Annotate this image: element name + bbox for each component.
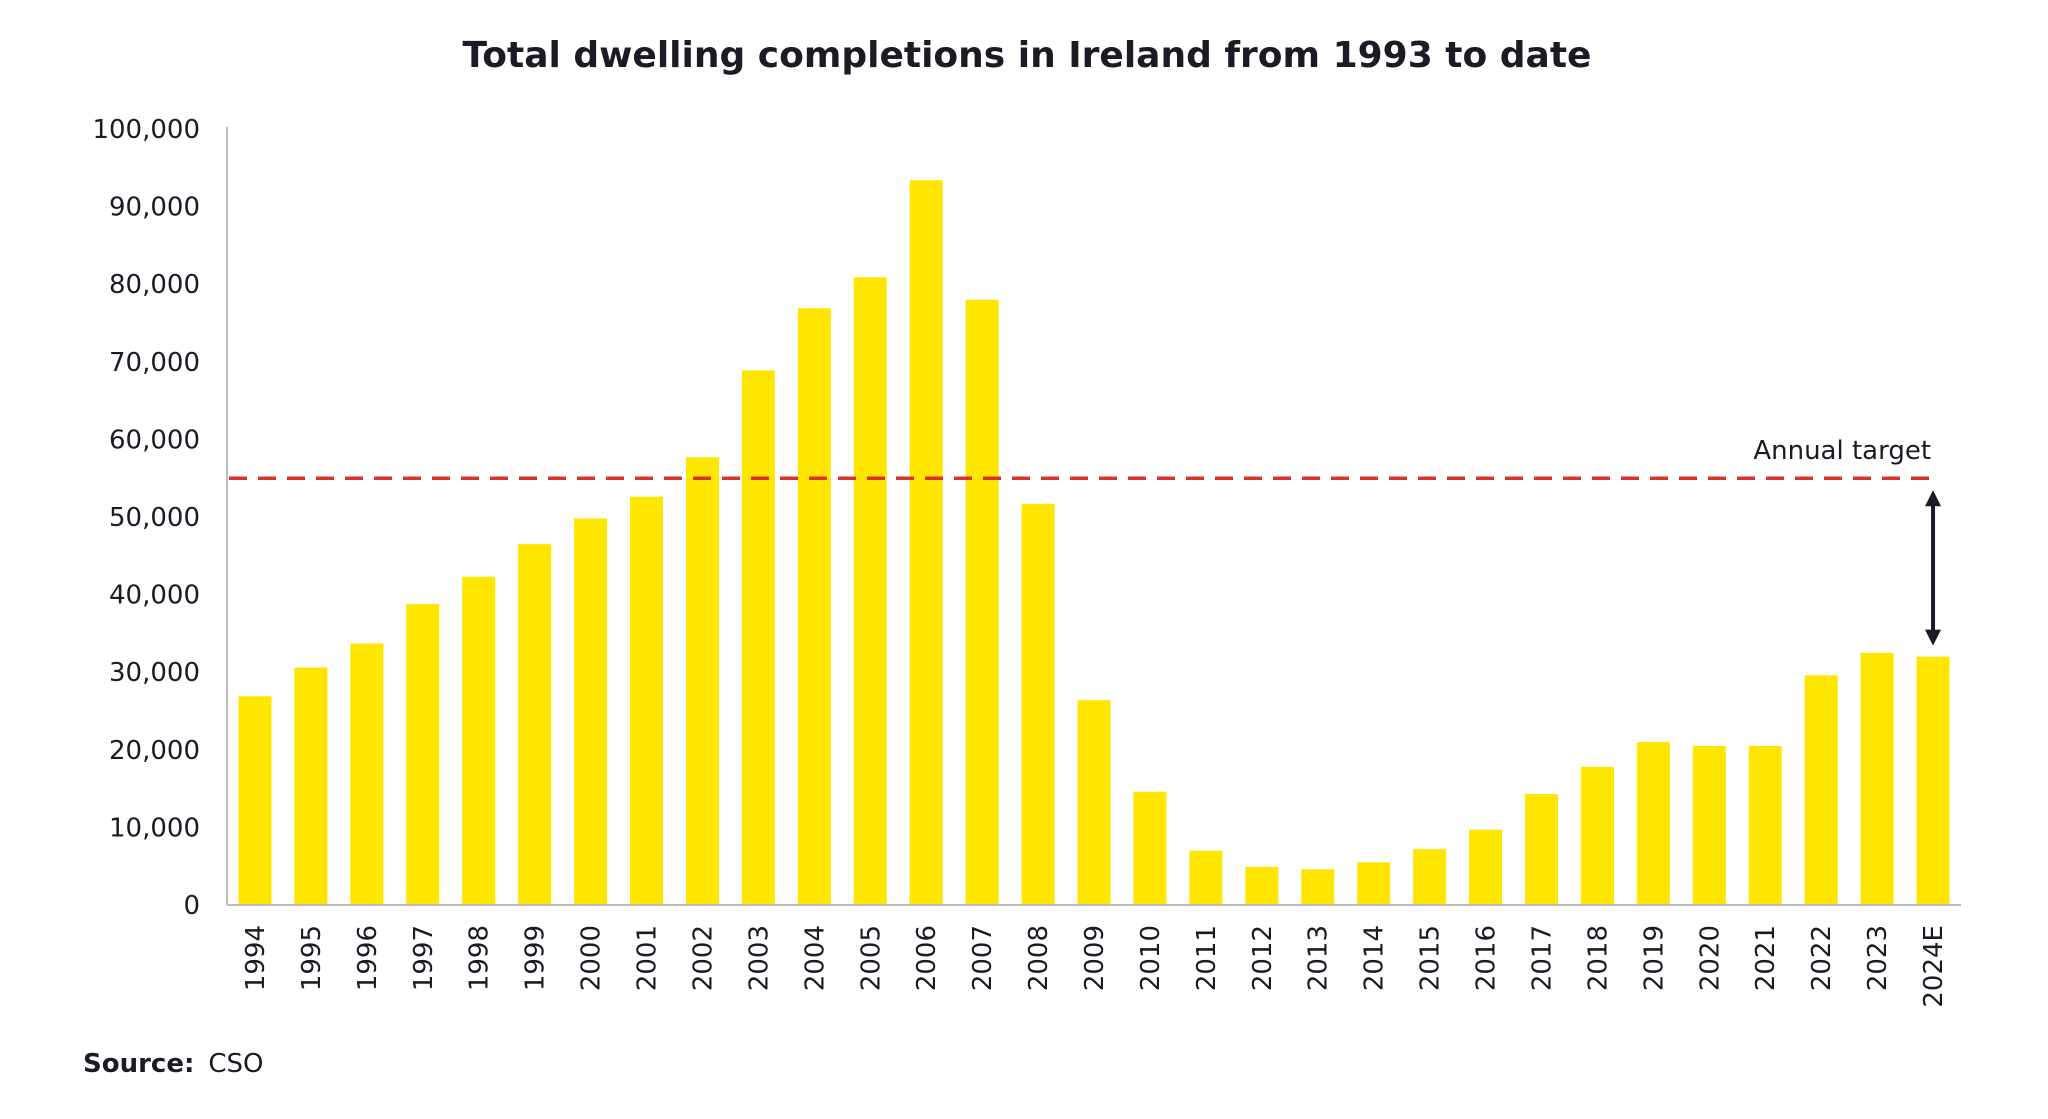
bar-1998 bbox=[462, 576, 496, 905]
bars bbox=[238, 180, 1950, 906]
bar-2021 bbox=[1748, 745, 1782, 905]
arrow-up-head-icon bbox=[1925, 490, 1942, 507]
x-tick-label: 2003 bbox=[744, 925, 774, 991]
bar-2015 bbox=[1413, 849, 1447, 905]
source-label: Source: bbox=[83, 1049, 194, 1079]
bar-2024E bbox=[1916, 656, 1950, 905]
x-tick-label: 1997 bbox=[409, 925, 439, 991]
y-tick-label: 30,000 bbox=[109, 658, 200, 688]
bar-2017 bbox=[1524, 794, 1558, 905]
source-note: Source: CSO bbox=[83, 1049, 264, 1079]
x-tick-label: 2006 bbox=[912, 925, 942, 991]
x-tick-label: 2012 bbox=[1248, 925, 1278, 991]
y-tick-label: 80,000 bbox=[109, 270, 200, 300]
bar-1996 bbox=[350, 643, 384, 905]
bar-2007 bbox=[965, 299, 999, 906]
x-tick-label: 2023 bbox=[1863, 925, 1893, 991]
y-tick-label: 40,000 bbox=[109, 581, 200, 611]
x-tick-label: 2013 bbox=[1304, 925, 1334, 991]
x-tick-label: 2024E bbox=[1919, 925, 1949, 1008]
bar-1997 bbox=[406, 603, 440, 905]
x-tick-label: 2007 bbox=[968, 925, 998, 991]
bar-2001 bbox=[630, 496, 664, 905]
x-tick-label: 1996 bbox=[353, 925, 383, 991]
y-tick-label: 100,000 bbox=[92, 115, 200, 145]
source-value: CSO bbox=[208, 1049, 263, 1079]
bar-2008 bbox=[1021, 503, 1055, 905]
x-tick-label: 2022 bbox=[1807, 925, 1837, 991]
y-tick-label: 60,000 bbox=[109, 425, 200, 455]
bar-2019 bbox=[1636, 742, 1670, 905]
y-axis-tick-labels: 0 10,000 20,000 30,000 40,000 50,000 60,000 70,… bbox=[92, 115, 200, 921]
bar-2018 bbox=[1580, 766, 1614, 905]
gap-double-arrow-icon bbox=[1925, 490, 1942, 646]
x-axis-tick-labels: 1994 1995 1996 1997 1998 1999 2000 2001 2002 2003… bbox=[241, 925, 1949, 1008]
bar-2002 bbox=[685, 457, 719, 905]
x-tick-label: 2002 bbox=[688, 925, 718, 991]
bar-2005 bbox=[853, 277, 887, 906]
bar-2020 bbox=[1692, 745, 1726, 905]
y-tick-label: 0 bbox=[183, 891, 200, 921]
x-tick-label: 2014 bbox=[1360, 925, 1390, 991]
x-tick-label: 2018 bbox=[1583, 925, 1613, 991]
bar-2006 bbox=[909, 180, 943, 906]
bar-2014 bbox=[1357, 862, 1391, 905]
x-tick-label: 2020 bbox=[1695, 925, 1725, 991]
bar-1994 bbox=[238, 696, 272, 905]
x-tick-label: 1998 bbox=[465, 925, 495, 991]
y-tick-label: 70,000 bbox=[109, 348, 200, 378]
bar-2022 bbox=[1804, 675, 1838, 905]
bar-1995 bbox=[294, 667, 328, 905]
x-tick-label: 2016 bbox=[1472, 925, 1502, 991]
bar-2009 bbox=[1077, 700, 1111, 905]
x-tick-label: 2008 bbox=[1024, 925, 1054, 991]
y-tick-label: 10,000 bbox=[109, 813, 200, 843]
bar-2023 bbox=[1860, 652, 1894, 905]
bar-2004 bbox=[797, 308, 831, 905]
x-tick-label: 2019 bbox=[1639, 925, 1669, 991]
bar-1999 bbox=[518, 544, 552, 905]
x-tick-label: 2021 bbox=[1751, 925, 1781, 991]
x-tick-label: 1999 bbox=[521, 925, 551, 991]
x-tick-label: 1994 bbox=[241, 925, 271, 991]
x-tick-label: 2004 bbox=[800, 925, 830, 991]
chart-title: Total dwelling completions in Ireland fr… bbox=[463, 35, 1592, 76]
y-tick-label: 20,000 bbox=[109, 736, 200, 766]
x-tick-label: 2010 bbox=[1136, 925, 1166, 991]
y-tick-label: 50,000 bbox=[109, 503, 200, 533]
x-tick-label: 2009 bbox=[1080, 925, 1110, 991]
x-tick-label: 2005 bbox=[856, 925, 886, 991]
bar-2000 bbox=[574, 518, 608, 905]
x-tick-label: 2017 bbox=[1527, 925, 1557, 991]
y-tick-label: 90,000 bbox=[109, 193, 200, 223]
x-tick-label: 2015 bbox=[1416, 925, 1446, 991]
bar-2010 bbox=[1133, 791, 1167, 905]
annual-target-label: Annual target bbox=[1753, 436, 1931, 466]
bar-2012 bbox=[1245, 866, 1279, 905]
bar-2016 bbox=[1469, 829, 1503, 905]
arrow-down-head-icon bbox=[1925, 629, 1942, 646]
bar-2003 bbox=[741, 370, 775, 906]
bar-2011 bbox=[1189, 850, 1223, 905]
bar-2013 bbox=[1301, 869, 1335, 905]
x-tick-label: 2000 bbox=[577, 925, 607, 991]
x-tick-label: 1995 bbox=[297, 925, 327, 991]
x-tick-label: 2001 bbox=[633, 925, 663, 991]
x-tick-label: 2011 bbox=[1192, 925, 1222, 991]
